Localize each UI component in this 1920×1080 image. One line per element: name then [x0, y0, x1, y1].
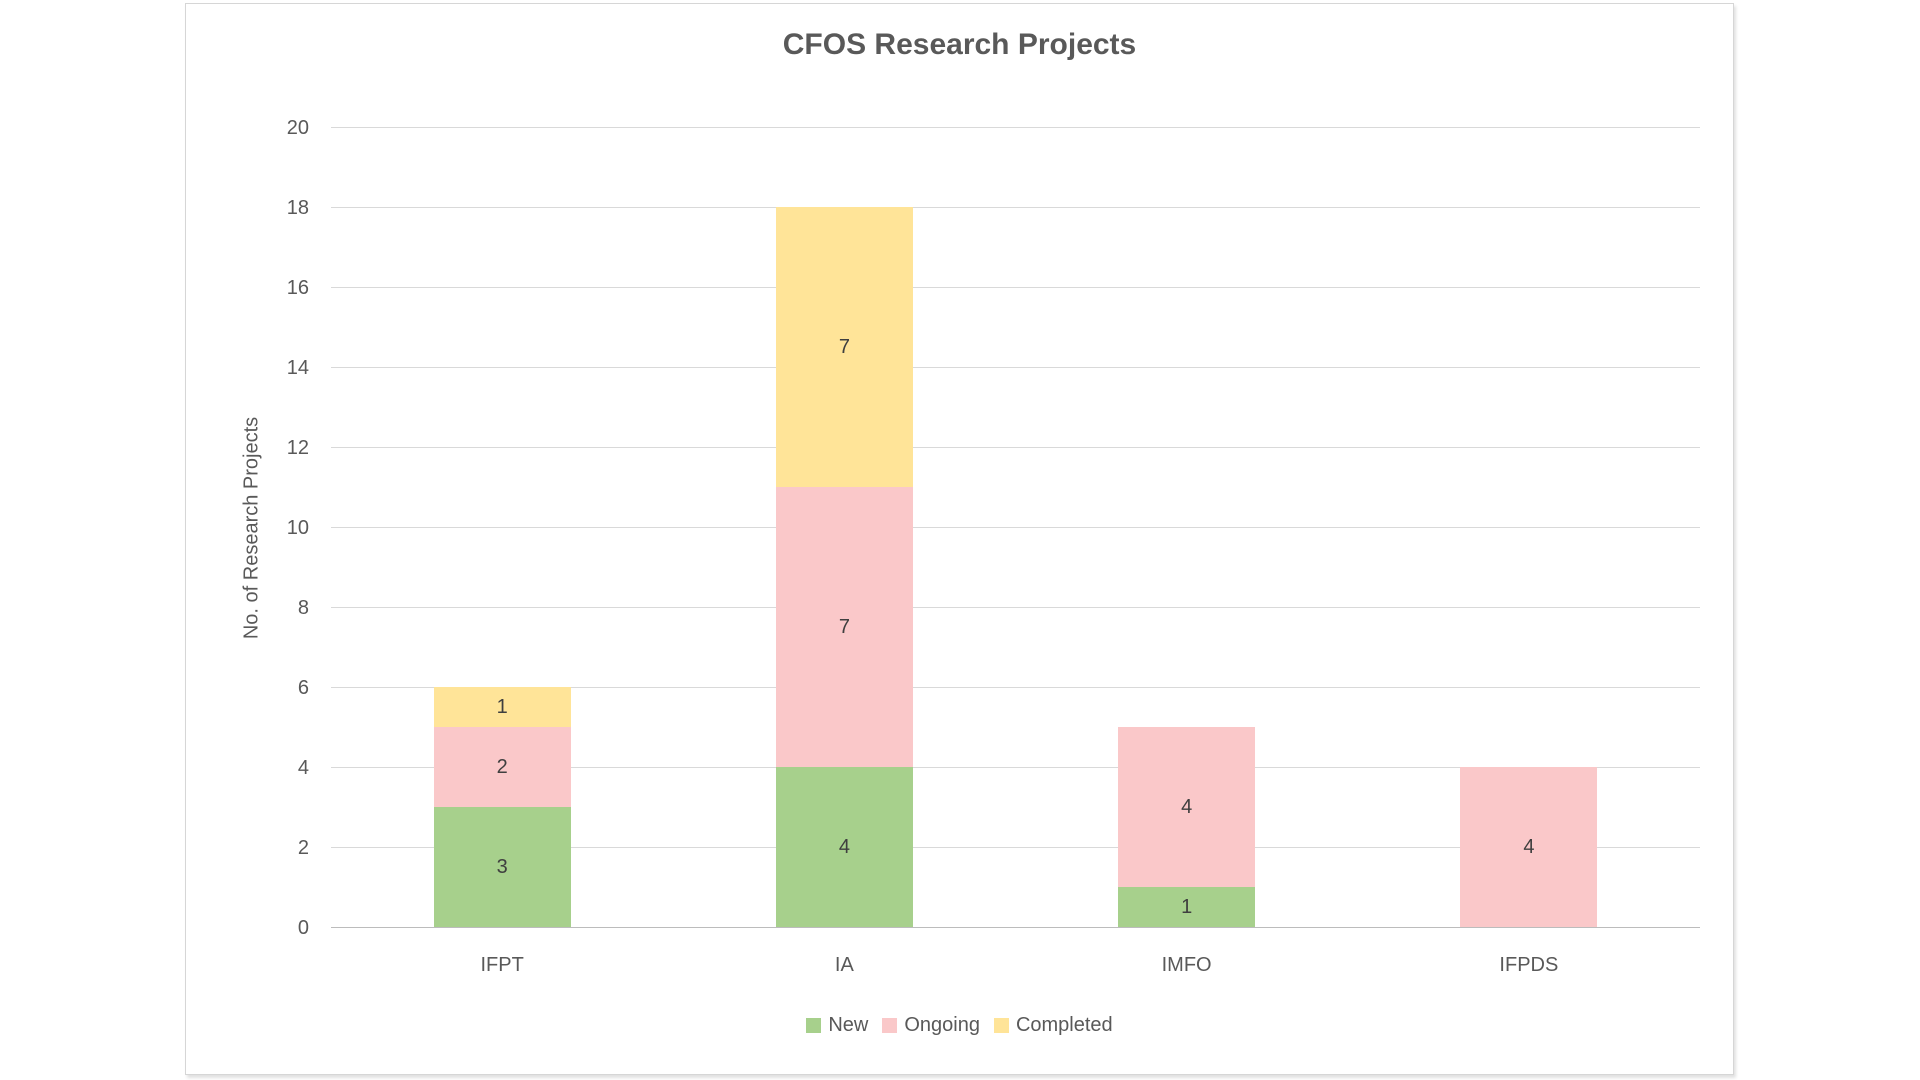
y-tick-label: 14 [286, 357, 309, 379]
y-tick-label: 8 [297, 597, 309, 619]
y-tick-label: 18 [286, 197, 309, 219]
x-category-label: IA [834, 954, 854, 976]
y-tick-label: 10 [286, 517, 309, 539]
y-tick-label: 12 [286, 437, 309, 459]
gridline [331, 127, 1700, 128]
bar-segment-new-ifpt: 3 [433, 807, 571, 927]
bar-segment-new-imfo: 1 [1118, 887, 1256, 927]
x-category-label: IMFO [1161, 954, 1212, 976]
bar-segment-ongoing-ia: 7 [775, 487, 913, 767]
gridline [331, 207, 1700, 208]
bar-segment-completed-ia: 7 [775, 207, 913, 487]
x-category-label: IFPDS [1499, 954, 1559, 976]
y-tick-label: 4 [297, 757, 309, 779]
bar-ifpds: 4 [1460, 767, 1598, 927]
x-axis-line [331, 927, 1700, 928]
gridline [331, 287, 1700, 288]
y-tick-label: 16 [286, 277, 309, 299]
gridline [331, 607, 1700, 608]
legend-swatch-icon [806, 1018, 822, 1033]
legend-item-ongoing: Ongoing [882, 1014, 980, 1037]
bar-segment-ongoing-ifpt: 2 [433, 727, 571, 807]
chart-title: CFOS Research Projects [782, 28, 1137, 61]
gridline [331, 847, 1700, 848]
bar-segment-new-ia: 4 [775, 767, 913, 927]
y-tick-label: 0 [297, 917, 309, 939]
x-category-label: IFPT [480, 954, 524, 976]
legend-label: Completed [1015, 1014, 1113, 1036]
gridline [331, 447, 1700, 448]
legend: New Ongoing Completed [186, 1014, 1733, 1037]
legend-label: New [828, 1014, 869, 1036]
legend-swatch-icon [882, 1018, 898, 1033]
y-tick-label: 20 [286, 117, 309, 139]
y-tick-label: 6 [297, 677, 309, 699]
legend-swatch-icon [993, 1018, 1009, 1033]
bar-segment-completed-ifpt: 1 [433, 687, 571, 727]
legend-item-completed: Completed [993, 1014, 1113, 1037]
gridline [331, 367, 1700, 368]
plot-area: 0 2 4 6 8 10 12 14 16 18 20 3 2 1 IFPT 4 7 7 IA 1 4 IMFO 4 IFPD… [287, 117, 1700, 976]
y-tick-label: 2 [297, 837, 309, 859]
gridline [331, 687, 1700, 688]
gridline [331, 767, 1700, 768]
legend-label: Ongoing [904, 1014, 980, 1036]
gridline [331, 527, 1700, 528]
chart-container: CFOS Research Projects No. of Research P… [185, 3, 1734, 1075]
bar-segment-ongoing-imfo: 4 [1118, 727, 1256, 887]
bar-segment-ongoing-ifpds: 4 [1460, 767, 1598, 927]
legend-item-new: New [806, 1014, 868, 1037]
